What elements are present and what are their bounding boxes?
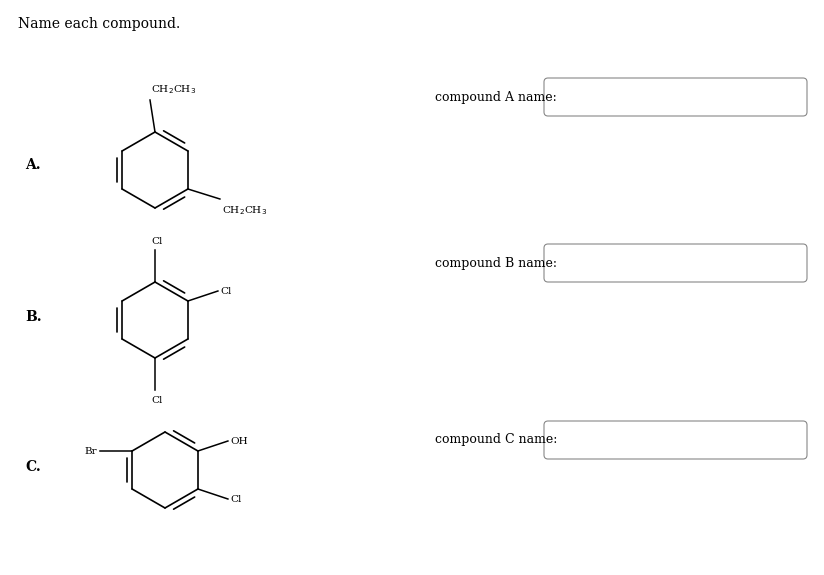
Text: CH$_2$CH$_3$: CH$_2$CH$_3$ [151,83,196,96]
Text: A.: A. [25,158,40,172]
Text: Cl: Cl [151,237,162,246]
Text: Cl: Cl [230,494,241,504]
Text: Br: Br [85,447,97,455]
Text: CH$_2$CH$_3$: CH$_2$CH$_3$ [222,204,267,217]
Text: compound C name:: compound C name: [435,434,557,447]
Text: Name each compound.: Name each compound. [18,17,180,31]
Text: C.: C. [25,460,40,474]
Text: OH: OH [230,436,247,446]
FancyBboxPatch shape [544,244,807,282]
Text: compound B name:: compound B name: [435,256,557,270]
FancyBboxPatch shape [544,421,807,459]
Text: B.: B. [25,310,42,324]
Text: Cl: Cl [151,396,162,405]
Text: Cl: Cl [220,286,232,296]
Text: compound A name:: compound A name: [435,90,557,104]
FancyBboxPatch shape [544,78,807,116]
